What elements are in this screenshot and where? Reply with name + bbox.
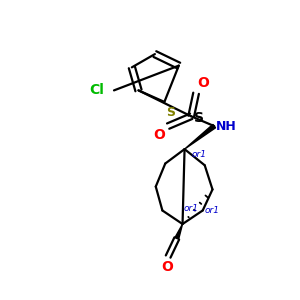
Text: O: O bbox=[153, 128, 165, 142]
Text: S: S bbox=[167, 106, 176, 118]
Text: or1: or1 bbox=[184, 204, 199, 213]
Polygon shape bbox=[184, 124, 215, 149]
Text: or1: or1 bbox=[205, 206, 220, 215]
Text: or1: or1 bbox=[191, 150, 206, 159]
Text: S: S bbox=[194, 111, 204, 125]
Text: O: O bbox=[197, 76, 209, 90]
Text: NH: NH bbox=[216, 120, 237, 133]
Polygon shape bbox=[175, 224, 182, 239]
Text: O: O bbox=[161, 260, 172, 274]
Text: Cl: Cl bbox=[89, 83, 104, 98]
